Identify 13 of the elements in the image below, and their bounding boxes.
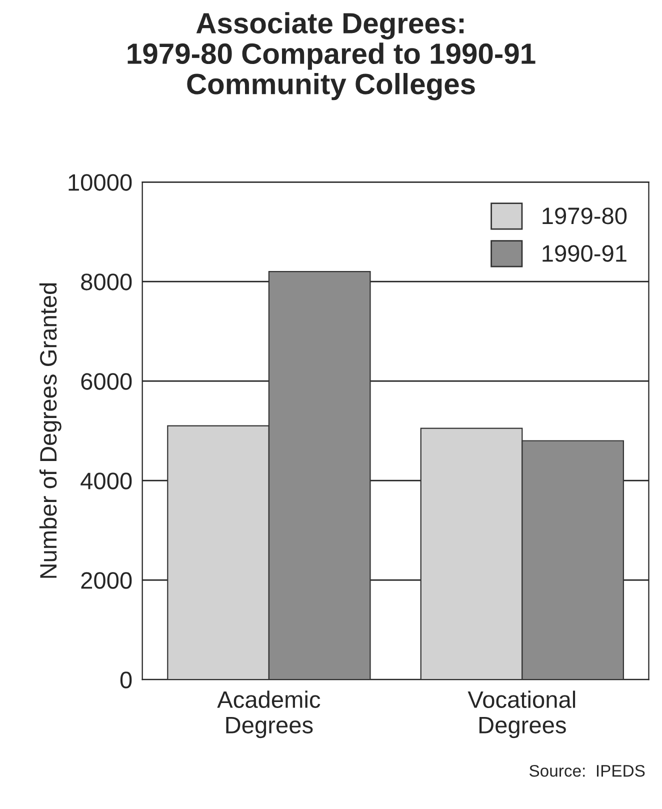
y-tick-label: 6000 xyxy=(81,373,132,390)
y-tick-label: 10000 xyxy=(68,174,132,191)
y-tick-label: 4000 xyxy=(80,472,132,490)
y-tick-label: 8000 xyxy=(81,274,132,290)
y-axis-title: Number of Degrees Granted xyxy=(39,283,62,578)
y-tick-label: 2000 xyxy=(81,572,132,589)
legend-label: 1990-91 xyxy=(542,245,626,262)
x-tick-label: Vocational Degrees xyxy=(468,690,576,738)
legend-label: 1979-80 xyxy=(542,208,627,224)
y-tick-label: 0 xyxy=(120,672,132,688)
x-tick-label: Academic Degrees xyxy=(217,690,320,738)
chart-title: Associate Degrees: 1979-80 Compared to 1990-91 Community Colleges xyxy=(128,12,536,100)
source-note: Source: IPEDS xyxy=(529,764,645,777)
